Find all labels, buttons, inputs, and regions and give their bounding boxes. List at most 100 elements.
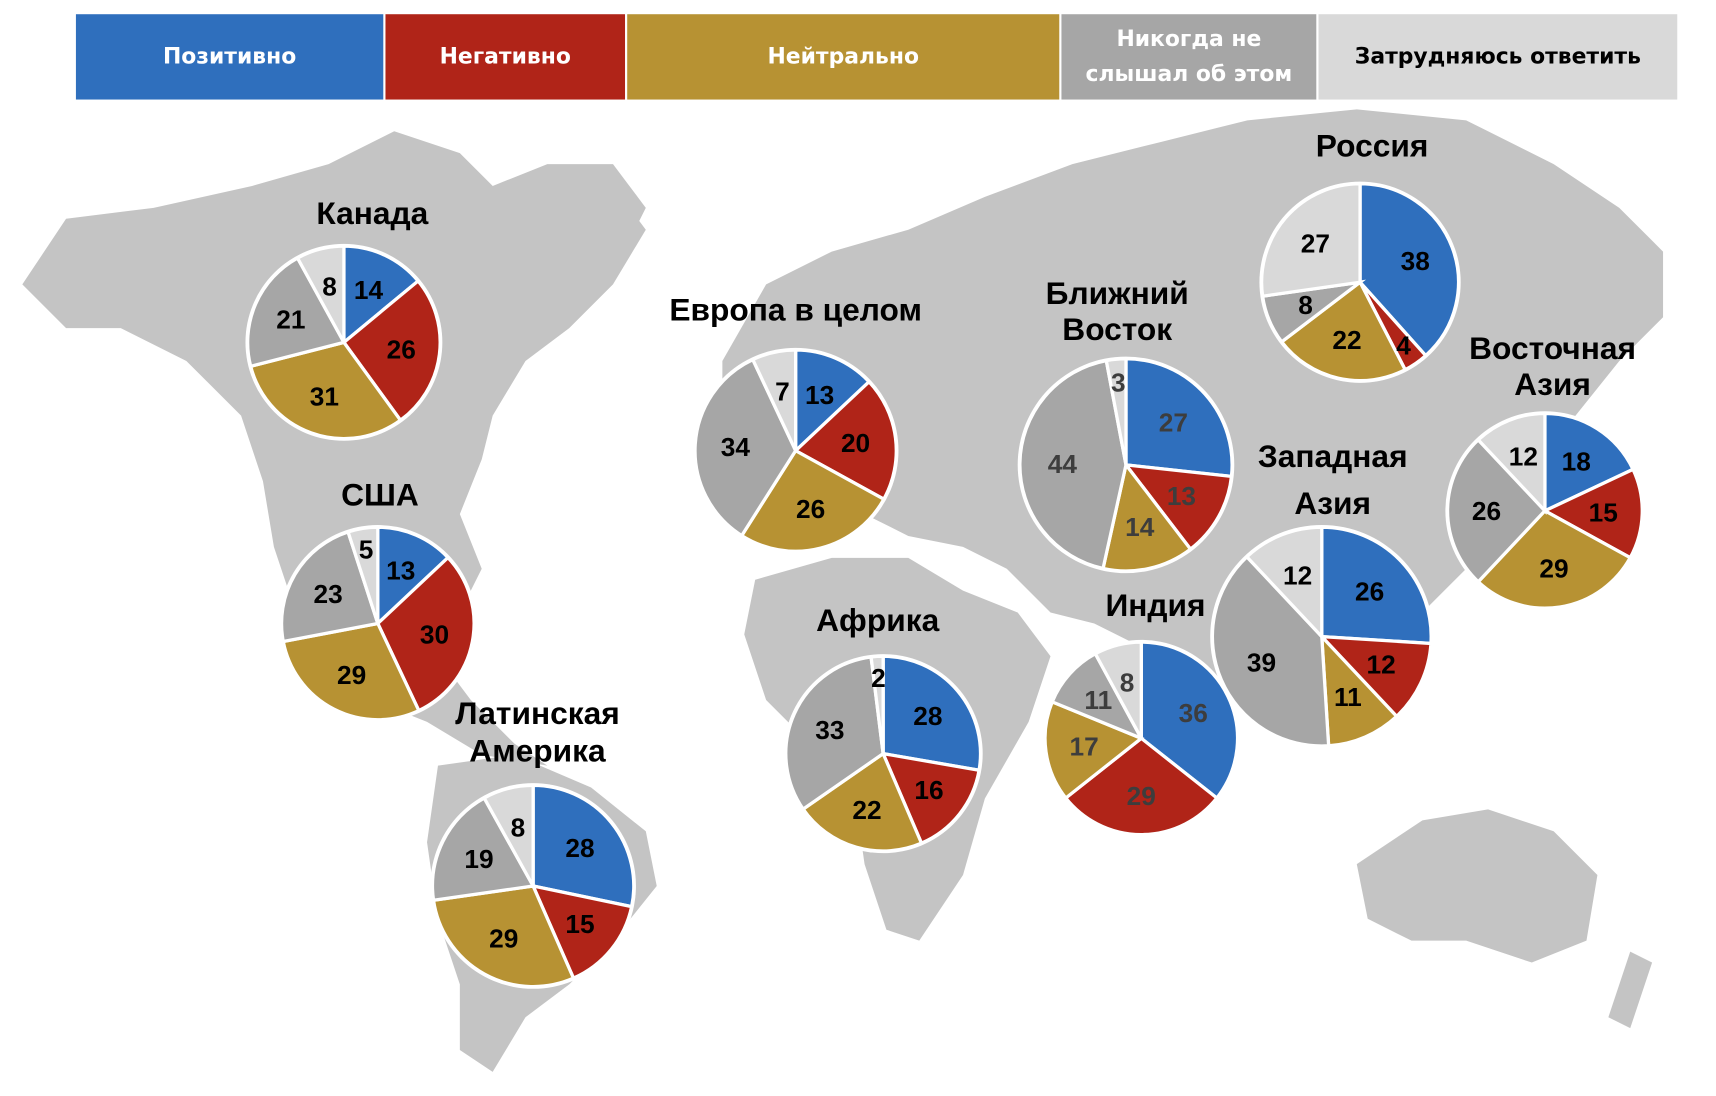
pie-title: Азия	[1294, 485, 1371, 521]
pie-value-label: 14	[354, 275, 384, 305]
pie-value-label: 39	[1247, 648, 1276, 678]
pie-value-label: 20	[841, 428, 870, 458]
pie-slice	[693, 357, 798, 538]
pie-value-label: 4	[1396, 330, 1411, 360]
pie-value-label: 8	[511, 813, 526, 843]
pie-value-label: 22	[1332, 325, 1361, 355]
legend-swatch-4	[1318, 14, 1678, 100]
pie-value-label: 26	[387, 335, 416, 365]
pie-title: Африка	[816, 602, 939, 638]
pie-slice	[1104, 357, 1128, 466]
pie-title: Восток	[1062, 311, 1172, 347]
pie-slice	[1124, 357, 1234, 479]
pie-slice	[750, 348, 798, 452]
pie-value-label: 30	[420, 619, 449, 649]
pie-title: Европа в целом	[669, 291, 922, 327]
pie-value-label: 36	[1179, 698, 1208, 728]
pie-value-label: 29	[489, 924, 518, 954]
pie-value-label: 2	[871, 663, 886, 693]
pie-slice	[346, 525, 380, 624]
pie-value-label: 13	[386, 555, 415, 585]
pie-slice	[531, 783, 636, 909]
pie-slice	[1279, 279, 1408, 383]
pie-value-label: 15	[1589, 498, 1618, 528]
pie-value-label: 27	[1159, 407, 1188, 437]
pie-value-label: 27	[1301, 229, 1330, 259]
pie-slice	[1210, 554, 1331, 748]
pie-value-label: 14	[1125, 512, 1155, 542]
pie-value-label: 15	[565, 909, 594, 939]
pie-value-label: 29	[1127, 781, 1156, 811]
pie-title: Ближний	[1046, 275, 1189, 311]
pie-value-label: 44	[1048, 449, 1078, 479]
pie-slice	[279, 529, 380, 644]
pie-7: Россия 38 4 22 8 27	[1259, 127, 1461, 383]
pie-value-label: 12	[1509, 442, 1538, 472]
pie-slice	[880, 751, 981, 846]
pie-slice	[1063, 736, 1220, 837]
legend-swatch-3	[1061, 14, 1317, 100]
greenland-shape	[492, 164, 646, 285]
pie-title: Восточная	[1469, 330, 1636, 366]
pie-slice	[430, 795, 536, 903]
pie-value-label: 16	[914, 775, 943, 805]
australia-shape	[1356, 809, 1598, 963]
pie-slice	[342, 244, 421, 346]
pie-slice	[1018, 358, 1128, 571]
north-america-shape	[22, 131, 646, 766]
pie-slice	[1043, 699, 1145, 801]
legend-swatch-1	[385, 14, 626, 100]
pie-slice	[1320, 525, 1433, 646]
pie-slice	[1101, 461, 1193, 573]
pie-value-label: 8	[1298, 290, 1313, 320]
pie-value-label: 17	[1070, 731, 1099, 761]
pie-title: Россия	[1316, 127, 1429, 163]
pie-slice	[281, 621, 421, 722]
pie-value-label: 13	[805, 380, 834, 410]
pie-value-label: 28	[565, 833, 594, 863]
pie-value-label: 7	[775, 377, 790, 407]
pie-slice	[1317, 634, 1433, 719]
pie-value-label: 26	[1472, 496, 1501, 526]
pie-value-label: 23	[314, 579, 343, 609]
pie-title: Америка	[469, 732, 606, 768]
legend-label: слышал об этом	[1086, 62, 1293, 87]
pie-slice	[376, 525, 451, 628]
legend-label: Затрудняюсь ответить	[1355, 44, 1641, 69]
pies: Канада142631218США133029235ЛатинскаяАмер…	[245, 127, 1645, 989]
pie-slice	[1260, 182, 1362, 299]
pie-slice	[431, 884, 576, 989]
pie-value-label: 26	[796, 494, 825, 524]
pie-value-label: 34	[721, 432, 751, 462]
pie-slice	[530, 883, 634, 981]
pie-value-label: 3	[1111, 367, 1126, 397]
pie-slice	[784, 655, 885, 812]
pie-slice	[739, 448, 887, 553]
pie-slice	[295, 244, 346, 344]
pie-slice	[1358, 182, 1461, 358]
pie-value-label: 8	[322, 271, 337, 301]
pie-slice	[794, 348, 872, 455]
pie-value-label: 26	[1355, 577, 1384, 607]
pie-title: США	[341, 476, 419, 512]
pie-slice	[1543, 411, 1636, 514]
pie-value-label: 22	[852, 795, 881, 825]
pie-slice	[1541, 467, 1644, 560]
pie-slice	[869, 654, 885, 754]
pie-title: Латинская	[455, 695, 620, 731]
legend-swatch-2	[627, 14, 1060, 100]
pie-slice	[481, 783, 535, 893]
pie-value-label: 31	[310, 382, 339, 412]
pie-slice	[1093, 640, 1143, 740]
pie-1: США 13 30 29 23 5	[279, 476, 477, 722]
legend-label: Негативно	[440, 44, 571, 69]
legend: Позитивно Негативно Нейтрально Никогда не сл…	[75, 14, 1678, 100]
pie-value-label: 12	[1283, 561, 1312, 591]
pie-value-label: 21	[276, 304, 305, 334]
new-zealand-shape	[1608, 951, 1653, 1029]
pie-value-label: 13	[1167, 481, 1196, 511]
pie-value-label: 12	[1367, 650, 1396, 680]
